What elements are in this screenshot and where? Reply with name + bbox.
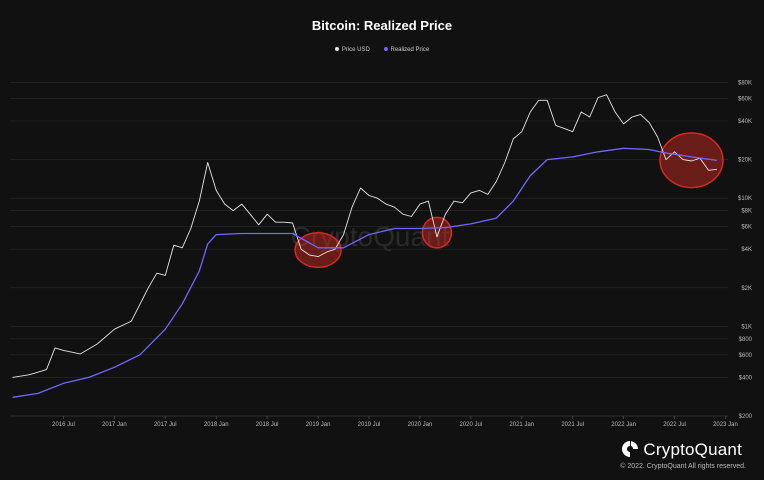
legend-item-realized[interactable]: Realized Price xyxy=(383,47,430,53)
x-tick-label: 2020 Jul xyxy=(460,422,483,428)
x-tick-label: 2018 Jan xyxy=(204,422,229,428)
copyright: © 2022. CryptoQuant All rights reserved. xyxy=(620,463,746,470)
x-tick-label: 2017 Jan xyxy=(102,422,127,428)
brand: CryptoQuant xyxy=(621,440,742,460)
series-realized-price-line xyxy=(12,147,718,398)
x-tick-label: 2020 Jan xyxy=(408,422,433,428)
legend[interactable]: Price USD Realized Price xyxy=(0,47,764,53)
y-tick-label: $10K xyxy=(738,196,752,202)
legend-label-realized: Realized Price xyxy=(390,47,430,53)
x-tick-label: 2022 Jan xyxy=(611,422,636,428)
x-tick-label: 2023 Jan xyxy=(713,422,738,428)
legend-swatch-price xyxy=(334,47,339,52)
x-tick-label: 2021 Jul xyxy=(561,422,584,428)
x-tick-label: 2019 Jan xyxy=(306,422,331,428)
x-tick-label: 2017 Jul xyxy=(154,422,177,428)
x-tick-label: 2021 Jan xyxy=(509,422,534,428)
y-tick-label: $20K xyxy=(738,158,752,164)
legend-label-price: Price USD xyxy=(341,47,370,53)
y-tick-label: $8K xyxy=(741,209,752,215)
brand-name: CryptoQuant xyxy=(643,440,742,459)
y-tick-label: $1K xyxy=(741,324,752,330)
y-tick-label: $400 xyxy=(739,375,753,381)
y-tick-label: $60K xyxy=(738,96,752,102)
x-tick-label: 2016 Jul xyxy=(52,422,75,428)
y-tick-label: $800 xyxy=(739,337,753,343)
x-tick-label: 2019 Jul xyxy=(358,422,381,428)
x-tick-label: 2018 Jul xyxy=(256,422,279,428)
y-tick-label: $6K xyxy=(741,225,752,231)
y-tick-label: $80K xyxy=(738,80,752,86)
y-tick-label: $600 xyxy=(739,353,753,359)
legend-swatch-realized xyxy=(383,47,388,52)
legend-item-price[interactable]: Price USD xyxy=(334,47,370,53)
cryptoquant-logo-icon xyxy=(622,441,639,457)
x-axis: 2016 Jul 2017 Jan 2017 Jul 2018 Jan 2018 Jul… xyxy=(10,415,738,428)
y-tick-label: $2K xyxy=(741,286,752,292)
y-tick-label: $200 xyxy=(739,414,753,420)
y-axis: $80K $60K $40K $20K $10K $8K $6K $4K $2K $1K $800 $… xyxy=(738,80,753,420)
highlight-ellipse-3 xyxy=(659,132,724,189)
y-tick-label: $4K xyxy=(741,247,752,253)
y-tick-label: $40K xyxy=(738,119,752,125)
highlight-ellipse-2 xyxy=(421,216,453,249)
x-tick-label: 2022 Jul xyxy=(663,422,686,428)
series-price-usd-line xyxy=(12,94,718,378)
chart-title: Bitcoin: Realized Price xyxy=(311,18,453,33)
series-lines xyxy=(12,94,718,398)
